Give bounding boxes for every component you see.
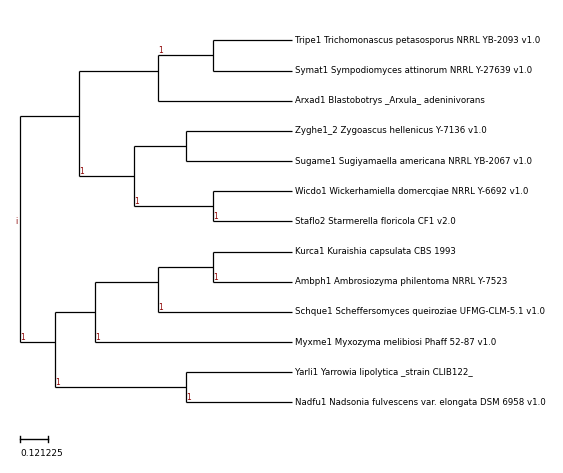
Text: 1: 1 xyxy=(213,212,218,221)
Text: Kurca1 Kuraishia capsulata CBS 1993: Kurca1 Kuraishia capsulata CBS 1993 xyxy=(296,247,456,256)
Text: Myxme1 Myxozyma melibiosi Phaff 52-87 v1.0: Myxme1 Myxozyma melibiosi Phaff 52-87 v1… xyxy=(296,338,497,347)
Text: Ambph1 Ambrosiozyma philentoma NRRL Y-7523: Ambph1 Ambrosiozyma philentoma NRRL Y-75… xyxy=(296,277,508,286)
Text: 1: 1 xyxy=(20,333,25,342)
Text: Symat1 Sympodiomyces attinorum NRRL Y-27639 v1.0: Symat1 Sympodiomyces attinorum NRRL Y-27… xyxy=(296,66,533,75)
Text: Staflo2 Starmerella floricola CF1 v2.0: Staflo2 Starmerella floricola CF1 v2.0 xyxy=(296,217,456,226)
Text: Schque1 Scheffersomyces queiroziae UFMG-CLM-5.1 v1.0: Schque1 Scheffersomyces queiroziae UFMG-… xyxy=(296,307,546,316)
Text: Sugame1 Sugiyamaella americana NRRL YB-2067 v1.0: Sugame1 Sugiyamaella americana NRRL YB-2… xyxy=(296,157,533,166)
Text: Tripe1 Trichomonascus petasosporus NRRL YB-2093 v1.0: Tripe1 Trichomonascus petasosporus NRRL … xyxy=(296,36,540,45)
Text: 1: 1 xyxy=(135,197,139,206)
Text: Wicdo1 Wickerhamiella domercqiae NRRL Y-6692 v1.0: Wicdo1 Wickerhamiella domercqiae NRRL Y-… xyxy=(296,187,529,196)
Text: Zyghe1_2 Zygoascus hellenicus Y-7136 v1.0: Zyghe1_2 Zygoascus hellenicus Y-7136 v1.… xyxy=(296,126,487,135)
Text: Arxad1 Blastobotrys _Arxula_ adeninivorans: Arxad1 Blastobotrys _Arxula_ adeninivora… xyxy=(296,96,485,105)
Text: i: i xyxy=(16,217,18,226)
Text: 0.121225: 0.121225 xyxy=(20,449,62,458)
Text: 1: 1 xyxy=(56,378,60,387)
Text: 1: 1 xyxy=(158,303,163,312)
Text: 1: 1 xyxy=(79,167,84,176)
Text: 1: 1 xyxy=(95,333,100,342)
Text: 1: 1 xyxy=(158,46,163,55)
Text: 1: 1 xyxy=(213,273,218,282)
Text: Yarli1 Yarrowia lipolytica _strain CLIB122_: Yarli1 Yarrowia lipolytica _strain CLIB1… xyxy=(296,368,473,377)
Text: Nadfu1 Nadsonia fulvescens var. elongata DSM 6958 v1.0: Nadfu1 Nadsonia fulvescens var. elongata… xyxy=(296,398,546,407)
Text: 1: 1 xyxy=(186,394,190,403)
